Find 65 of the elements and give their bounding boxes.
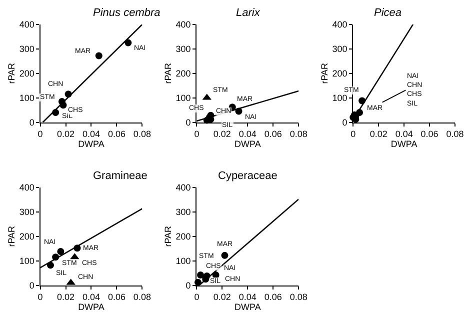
x-tick-label: 0.08 bbox=[133, 292, 151, 302]
x-tick-label: 0 bbox=[350, 129, 356, 140]
y-tick-label: 0 bbox=[29, 280, 34, 290]
y-axis-title: rPAR bbox=[163, 62, 174, 84]
chart-title: Larix bbox=[236, 7, 260, 19]
y-tick-label: 400 bbox=[332, 20, 348, 30]
x-tick-label: 0.04 bbox=[82, 292, 100, 302]
x-tick-label: 0.06 bbox=[420, 129, 438, 140]
x-tick-label: 0.04 bbox=[238, 129, 256, 140]
y-tick-label: 100 bbox=[176, 92, 191, 103]
x-axis-title: DWPA bbox=[390, 139, 418, 150]
x-axis-title: DWPA bbox=[78, 302, 104, 312]
x-tick-label: 0.08 bbox=[290, 292, 308, 302]
x-tick-label: 0.08 bbox=[446, 129, 464, 140]
x-tick-label: 0.04 bbox=[395, 129, 413, 140]
x-tick-label: 0.06 bbox=[108, 292, 126, 302]
chart-title: Picea bbox=[374, 7, 402, 19]
chart-title: Gramineae bbox=[93, 170, 148, 182]
x-tick-label: 0.08 bbox=[290, 129, 308, 140]
x-tick-label: 0 bbox=[194, 292, 200, 302]
y-tick-label: 0 bbox=[186, 117, 191, 128]
x-tick-label: 0.06 bbox=[108, 129, 126, 140]
y-tick-label: 200 bbox=[176, 68, 191, 78]
y-tick-label: 200 bbox=[332, 68, 348, 78]
y-tick-label: 100 bbox=[176, 256, 191, 266]
y-axis-title: rPAR bbox=[6, 62, 17, 84]
y-tick-label: 400 bbox=[19, 182, 34, 193]
x-axis-title: DWPA bbox=[234, 302, 261, 312]
y-tick-label: 400 bbox=[19, 20, 34, 30]
x-tick-label: 0.04 bbox=[238, 292, 256, 302]
x-tick-label: 0 bbox=[38, 129, 43, 140]
y-tick-label: 100 bbox=[332, 92, 348, 103]
x-tick-label: 0 bbox=[194, 129, 200, 140]
x-tick-label: 0.08 bbox=[133, 129, 151, 140]
y-tick-label: 400 bbox=[176, 20, 191, 30]
x-tick-label: 0.02 bbox=[213, 292, 231, 302]
y-tick-label: 300 bbox=[332, 44, 348, 54]
y-tick-label: 0 bbox=[29, 117, 34, 128]
x-tick-label: 0.06 bbox=[264, 292, 282, 302]
chart-title: Cyperaceae bbox=[218, 170, 278, 182]
x-tick-label: 0.02 bbox=[213, 129, 231, 140]
y-tick-label: 200 bbox=[19, 232, 34, 242]
x-axis-title: DWPA bbox=[78, 139, 104, 150]
x-tick-label: 0.06 bbox=[264, 129, 282, 140]
y-tick-label: 300 bbox=[19, 44, 34, 54]
x-tick-label: 0 bbox=[38, 292, 43, 302]
x-tick-label: 0.02 bbox=[57, 292, 75, 302]
x-tick-label: 0.02 bbox=[370, 129, 388, 140]
y-axis-title: rPAR bbox=[163, 225, 174, 247]
y-tick-label: 100 bbox=[19, 256, 34, 266]
y-tick-label: 300 bbox=[176, 44, 191, 54]
x-axis-title: DWPA bbox=[234, 139, 261, 150]
y-tick-label: 300 bbox=[19, 207, 34, 218]
y-tick-label: 200 bbox=[19, 68, 34, 78]
y-axis-title: rPAR bbox=[6, 225, 17, 247]
x-tick-label: 0.02 bbox=[57, 129, 75, 140]
y-tick-label: 400 bbox=[176, 182, 191, 193]
y-tick-label: 300 bbox=[176, 207, 191, 218]
x-tick-label: 0.04 bbox=[82, 129, 100, 140]
y-tick-label: 0 bbox=[186, 280, 191, 290]
y-tick-label: 100 bbox=[19, 92, 34, 103]
y-tick-label: 0 bbox=[342, 117, 348, 128]
y-axis-title: rPAR bbox=[320, 62, 330, 84]
chart-title: Pinus cembra bbox=[93, 7, 160, 19]
y-tick-label: 200 bbox=[176, 232, 191, 242]
